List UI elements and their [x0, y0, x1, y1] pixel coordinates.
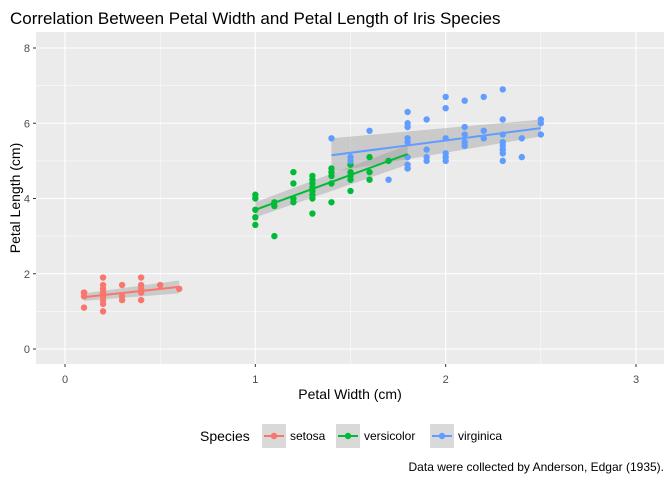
x-axis-title: Petal Width (cm): [298, 386, 401, 402]
data-point-virginica: [423, 116, 430, 123]
data-point-setosa: [80, 289, 88, 296]
data-point-virginica: [461, 123, 468, 131]
data-point-virginica: [442, 93, 449, 101]
data-point-versicolor: [271, 232, 278, 240]
data-point-versicolor: [252, 214, 259, 221]
data-point-virginica: [442, 150, 449, 157]
data-point-virginica: [537, 116, 545, 123]
data-point-virginica: [347, 153, 354, 161]
y-axis-ticks: 0 2 4 6 8: [24, 43, 36, 356]
data-point-versicolor: [366, 168, 373, 176]
data-point-versicolor: [347, 187, 354, 195]
data-point-virginica: [499, 157, 506, 165]
x-axis-ticks: 0 1 2 3: [62, 364, 639, 386]
data-point-virginica: [328, 135, 335, 142]
data-point-setosa: [99, 274, 107, 281]
caption: Data were collected by Anderson, Edgar (…: [409, 460, 664, 474]
legend-label: versicolor: [364, 429, 415, 443]
data-point-virginica: [404, 135, 411, 142]
data-point-setosa: [137, 274, 145, 281]
legend-items: setosa versicolor virginica: [262, 424, 502, 448]
data-point-virginica: [442, 105, 449, 112]
fit-lines: [83, 127, 541, 299]
data-point-setosa: [118, 281, 126, 289]
legend-item-versicolor: versicolor: [336, 424, 415, 448]
data-point-versicolor: [309, 172, 316, 180]
legend-label: virginica: [458, 429, 502, 443]
legend-title: Species: [200, 428, 250, 444]
legend-key-point: [344, 432, 352, 440]
data-point-setosa: [80, 304, 88, 311]
data-point-virginica: [518, 135, 525, 142]
data-point-virginica: [461, 97, 468, 104]
data-point-virginica: [480, 93, 487, 101]
legend-key-point: [270, 432, 278, 440]
grid-lines: [36, 32, 664, 364]
data-point-virginica: [499, 86, 506, 93]
data-point-versicolor: [328, 165, 335, 172]
chart-title: Correlation Between Petal Width and Peta…: [10, 9, 500, 28]
data-point-versicolor: [328, 199, 335, 206]
data-point-versicolor: [366, 176, 373, 183]
data-point-virginica: [480, 127, 487, 134]
y-axis-title: Petal Length (cm): [7, 143, 23, 254]
data-point-versicolor: [290, 180, 297, 187]
data-point-virginica: [404, 120, 411, 127]
data-point-setosa: [137, 296, 145, 304]
legend-item-setosa: setosa: [262, 424, 326, 448]
x-tick-label: 0: [62, 374, 68, 386]
confidence-band-setosa: [84, 280, 180, 301]
y-tick-label: 8: [24, 43, 30, 55]
data-point-setosa: [118, 293, 126, 300]
data-point-virginica: [518, 153, 525, 161]
data-point-virginica: [404, 161, 411, 168]
data-point-virginica: [499, 138, 506, 146]
data-point-versicolor: [252, 221, 259, 229]
data-point-versicolor: [290, 168, 297, 176]
legend: Species setosa versicolor virginica: [200, 424, 502, 448]
data-point-setosa: [137, 281, 145, 289]
data-point-virginica: [423, 146, 430, 153]
data-point-versicolor: [366, 153, 373, 161]
data-point-virginica: [404, 108, 411, 116]
data-point-setosa: [156, 281, 164, 289]
y-tick-label: 2: [24, 269, 30, 281]
data-point-virginica: [366, 127, 373, 134]
data-point-virginica: [499, 116, 506, 123]
data-point-setosa: [99, 281, 107, 289]
confidence-band-virginica: [331, 119, 541, 173]
fit-line-virginica: [331, 127, 541, 157]
y-tick-label: 6: [24, 118, 30, 130]
x-tick-label: 1: [252, 374, 258, 386]
fit-line-versicolor: [254, 153, 408, 211]
legend-key-point: [438, 432, 446, 440]
data-point-versicolor: [309, 210, 316, 217]
x-tick-label: 3: [633, 374, 639, 386]
legend-label: setosa: [290, 429, 326, 443]
data-point-virginica: [537, 131, 545, 138]
legend-item-virginica: virginica: [430, 424, 502, 448]
data-point-virginica: [461, 138, 468, 146]
fit-line-setosa: [83, 285, 180, 299]
data-point-versicolor: [252, 191, 259, 198]
data-point-virginica: [423, 153, 430, 161]
y-tick-label: 4: [24, 194, 30, 206]
y-tick-label: 0: [24, 344, 30, 356]
data-point-virginica: [385, 176, 392, 183]
data-point-virginica: [461, 131, 468, 138]
x-tick-label: 2: [443, 374, 449, 386]
data-point-setosa: [99, 308, 107, 315]
